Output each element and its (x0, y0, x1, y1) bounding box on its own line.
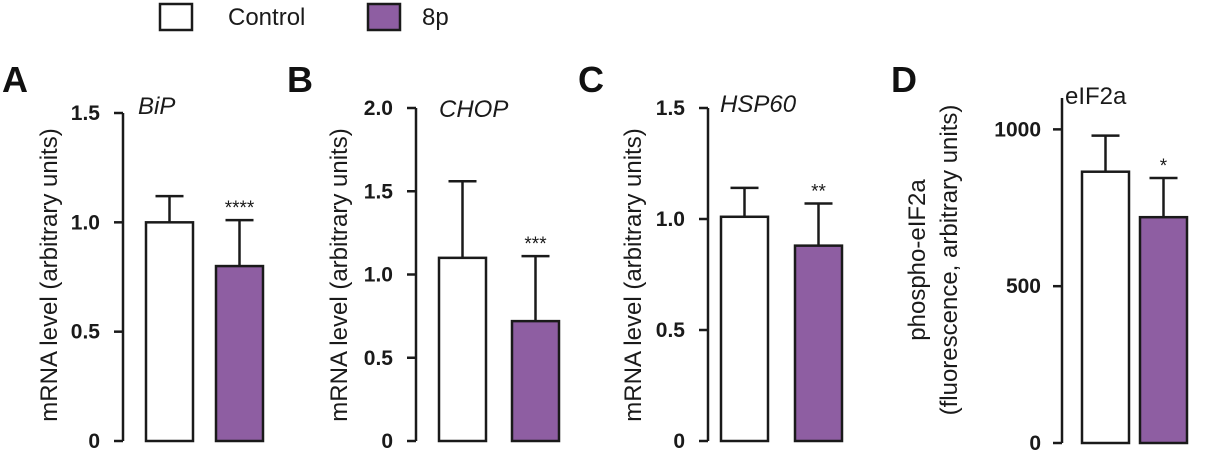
y-axis-title-line-1: phospho-eIF2a (904, 179, 931, 341)
panel-title: HSP60 (720, 91, 797, 118)
legend-label-control: Control (228, 4, 305, 31)
y-tick-label: 0 (88, 430, 100, 453)
bar-8p (510, 319, 561, 443)
chart-panels: A BiP 0 0.5 1.0 1.5 mRNA level (arbitrary unit… (2, 59, 1189, 455)
y-tick-label: 0 (1029, 432, 1041, 455)
panel-letter: A (2, 59, 28, 100)
panel-letter: D (891, 59, 917, 100)
chart-panel-b: B CHOP 0 0.5 1.0 1.5 2.0 mRNA level (arbitrary … (287, 59, 561, 453)
y-tick-label: 0.5 (656, 319, 686, 342)
bar-8p (1138, 215, 1189, 445)
panel-letter: C (578, 59, 604, 100)
panel-title: eIF2a (1065, 83, 1127, 110)
bar-control (1080, 170, 1131, 445)
y-tick-label: 1.5 (364, 180, 394, 203)
y-tick-label: 0 (673, 430, 685, 453)
y-tick-label: 0.5 (71, 321, 101, 344)
y-axis-title: mRNA level (arbitrary units) (620, 128, 647, 421)
panel-title: CHOP (439, 96, 508, 123)
y-tick-label: 1.0 (656, 208, 685, 231)
y-tick-label: 500 (1006, 275, 1041, 298)
legend-swatch-8p (366, 2, 402, 32)
y-tick-label: 1.0 (71, 211, 100, 234)
y-axis-title: mRNA level (arbitrary units) (326, 128, 353, 421)
significance-label: **** (225, 198, 255, 219)
bar-8p (214, 264, 265, 443)
legend: Control 8p (158, 2, 449, 32)
chart-panel-a: A BiP 0 0.5 1.0 1.5 mRNA level (arbitrary unit… (2, 59, 265, 453)
bar-control (719, 215, 770, 443)
significance-label: * (1160, 156, 1168, 177)
y-tick-label: 1.5 (656, 97, 686, 120)
bar-control (144, 221, 195, 443)
chart-panel-c: C HSP60 0 0.5 1.0 1.5 mRNA level (arbitrary un… (578, 59, 844, 453)
panel-letter: B (287, 59, 313, 100)
y-tick-label: 0 (381, 430, 393, 453)
y-tick-label: 1000 (994, 118, 1041, 141)
legend-swatch-control (158, 2, 194, 32)
significance-label: ** (811, 181, 826, 202)
legend-label-8p: 8p (422, 4, 449, 31)
bar-control (437, 256, 488, 443)
y-tick-label: 1.5 (71, 102, 101, 125)
y-tick-label: 1.0 (364, 264, 393, 287)
y-tick-label: 2.0 (364, 97, 393, 120)
significance-label: *** (524, 234, 547, 255)
y-axis-title-line-2: (fluorescence, arbitrary units) (936, 105, 963, 416)
panel-title: BiP (138, 93, 175, 120)
bar-8p (793, 244, 844, 443)
y-axis-title: mRNA level (arbitrary units) (36, 128, 63, 421)
y-tick-label: 0.5 (364, 347, 394, 370)
